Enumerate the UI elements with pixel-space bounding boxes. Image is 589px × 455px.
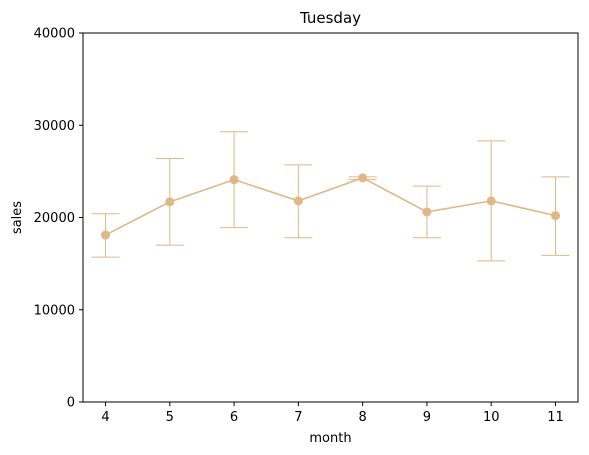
y-axis: 0 10000 20000 30000 40000: [34, 27, 83, 411]
data-point: [551, 211, 560, 221]
y-tick-label: 0: [67, 396, 75, 411]
data-point: [486, 196, 496, 206]
x-tick-label: 5: [166, 410, 174, 425]
plot-frame: [82, 32, 579, 403]
chart-title: Tuesday: [299, 9, 361, 27]
x-axis: 4 5 6 7 8 9 10 11: [101, 402, 564, 425]
y-tick-label: 30000: [34, 119, 75, 134]
data-point: [229, 175, 239, 185]
data-point: [358, 173, 368, 183]
y-tick-label: 40000: [34, 27, 75, 42]
y-tick-label: 20000: [34, 211, 75, 226]
y-tick-label: 10000: [34, 303, 75, 318]
data-point: [101, 230, 110, 240]
data-point: [293, 196, 303, 206]
x-tick-label: 7: [294, 410, 302, 425]
series-line: [105, 176, 556, 236]
data-point: [165, 197, 175, 207]
data-point: [422, 207, 432, 217]
x-tick-label: 10: [483, 410, 500, 425]
x-tick-label: 11: [547, 410, 564, 425]
x-tick-label: 9: [423, 410, 431, 425]
x-tick-label: 8: [359, 410, 367, 425]
x-tick-label: 4: [101, 410, 109, 425]
x-axis-label: month: [309, 431, 351, 446]
x-tick-label: 6: [230, 410, 238, 425]
y-axis-label: sales: [10, 201, 25, 234]
plot-layer: [91, 131, 570, 262]
